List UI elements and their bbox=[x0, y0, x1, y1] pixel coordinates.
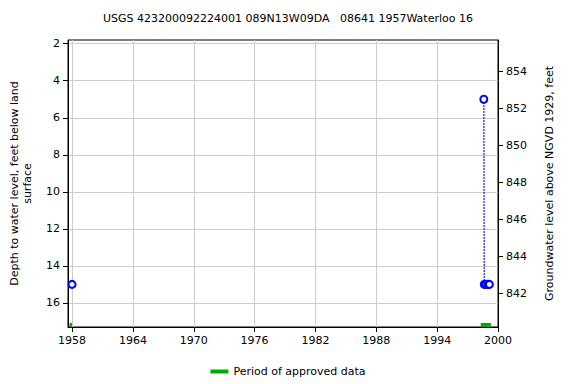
svg-text:842: 842 bbox=[506, 287, 527, 300]
svg-text:850: 850 bbox=[506, 139, 527, 152]
svg-text:14: 14 bbox=[46, 259, 60, 272]
svg-text:12: 12 bbox=[46, 222, 60, 235]
svg-text:848: 848 bbox=[506, 176, 527, 189]
svg-text:852: 852 bbox=[506, 102, 527, 115]
svg-text:1964: 1964 bbox=[119, 334, 147, 347]
svg-text:1958: 1958 bbox=[58, 334, 86, 347]
svg-text:844: 844 bbox=[506, 250, 527, 263]
svg-text:surface: surface bbox=[21, 163, 34, 204]
svg-text:2000: 2000 bbox=[484, 334, 512, 347]
svg-text:2: 2 bbox=[53, 37, 60, 50]
svg-text:4: 4 bbox=[53, 74, 60, 87]
svg-text:10: 10 bbox=[46, 185, 60, 198]
svg-text:Period of approved data: Period of approved data bbox=[233, 365, 365, 378]
svg-text:Depth to water level, feet bel: Depth to water level, feet below land bbox=[8, 81, 21, 286]
svg-text:6: 6 bbox=[53, 111, 60, 124]
svg-text:1976: 1976 bbox=[241, 334, 269, 347]
svg-text:USGS 423200092224001 089N13W09: USGS 423200092224001 089N13W09DA 08641 1… bbox=[103, 12, 473, 25]
svg-text:1970: 1970 bbox=[180, 334, 208, 347]
svg-text:1988: 1988 bbox=[362, 334, 390, 347]
svg-text:1994: 1994 bbox=[423, 334, 451, 347]
svg-text:854: 854 bbox=[506, 65, 527, 78]
svg-text:1982: 1982 bbox=[301, 334, 329, 347]
svg-text:16: 16 bbox=[46, 296, 60, 309]
svg-text:8: 8 bbox=[53, 148, 60, 161]
svg-text:Groundwater level above NGVD 1: Groundwater level above NGVD 1929, feet bbox=[543, 65, 556, 301]
svg-text:846: 846 bbox=[506, 213, 527, 226]
